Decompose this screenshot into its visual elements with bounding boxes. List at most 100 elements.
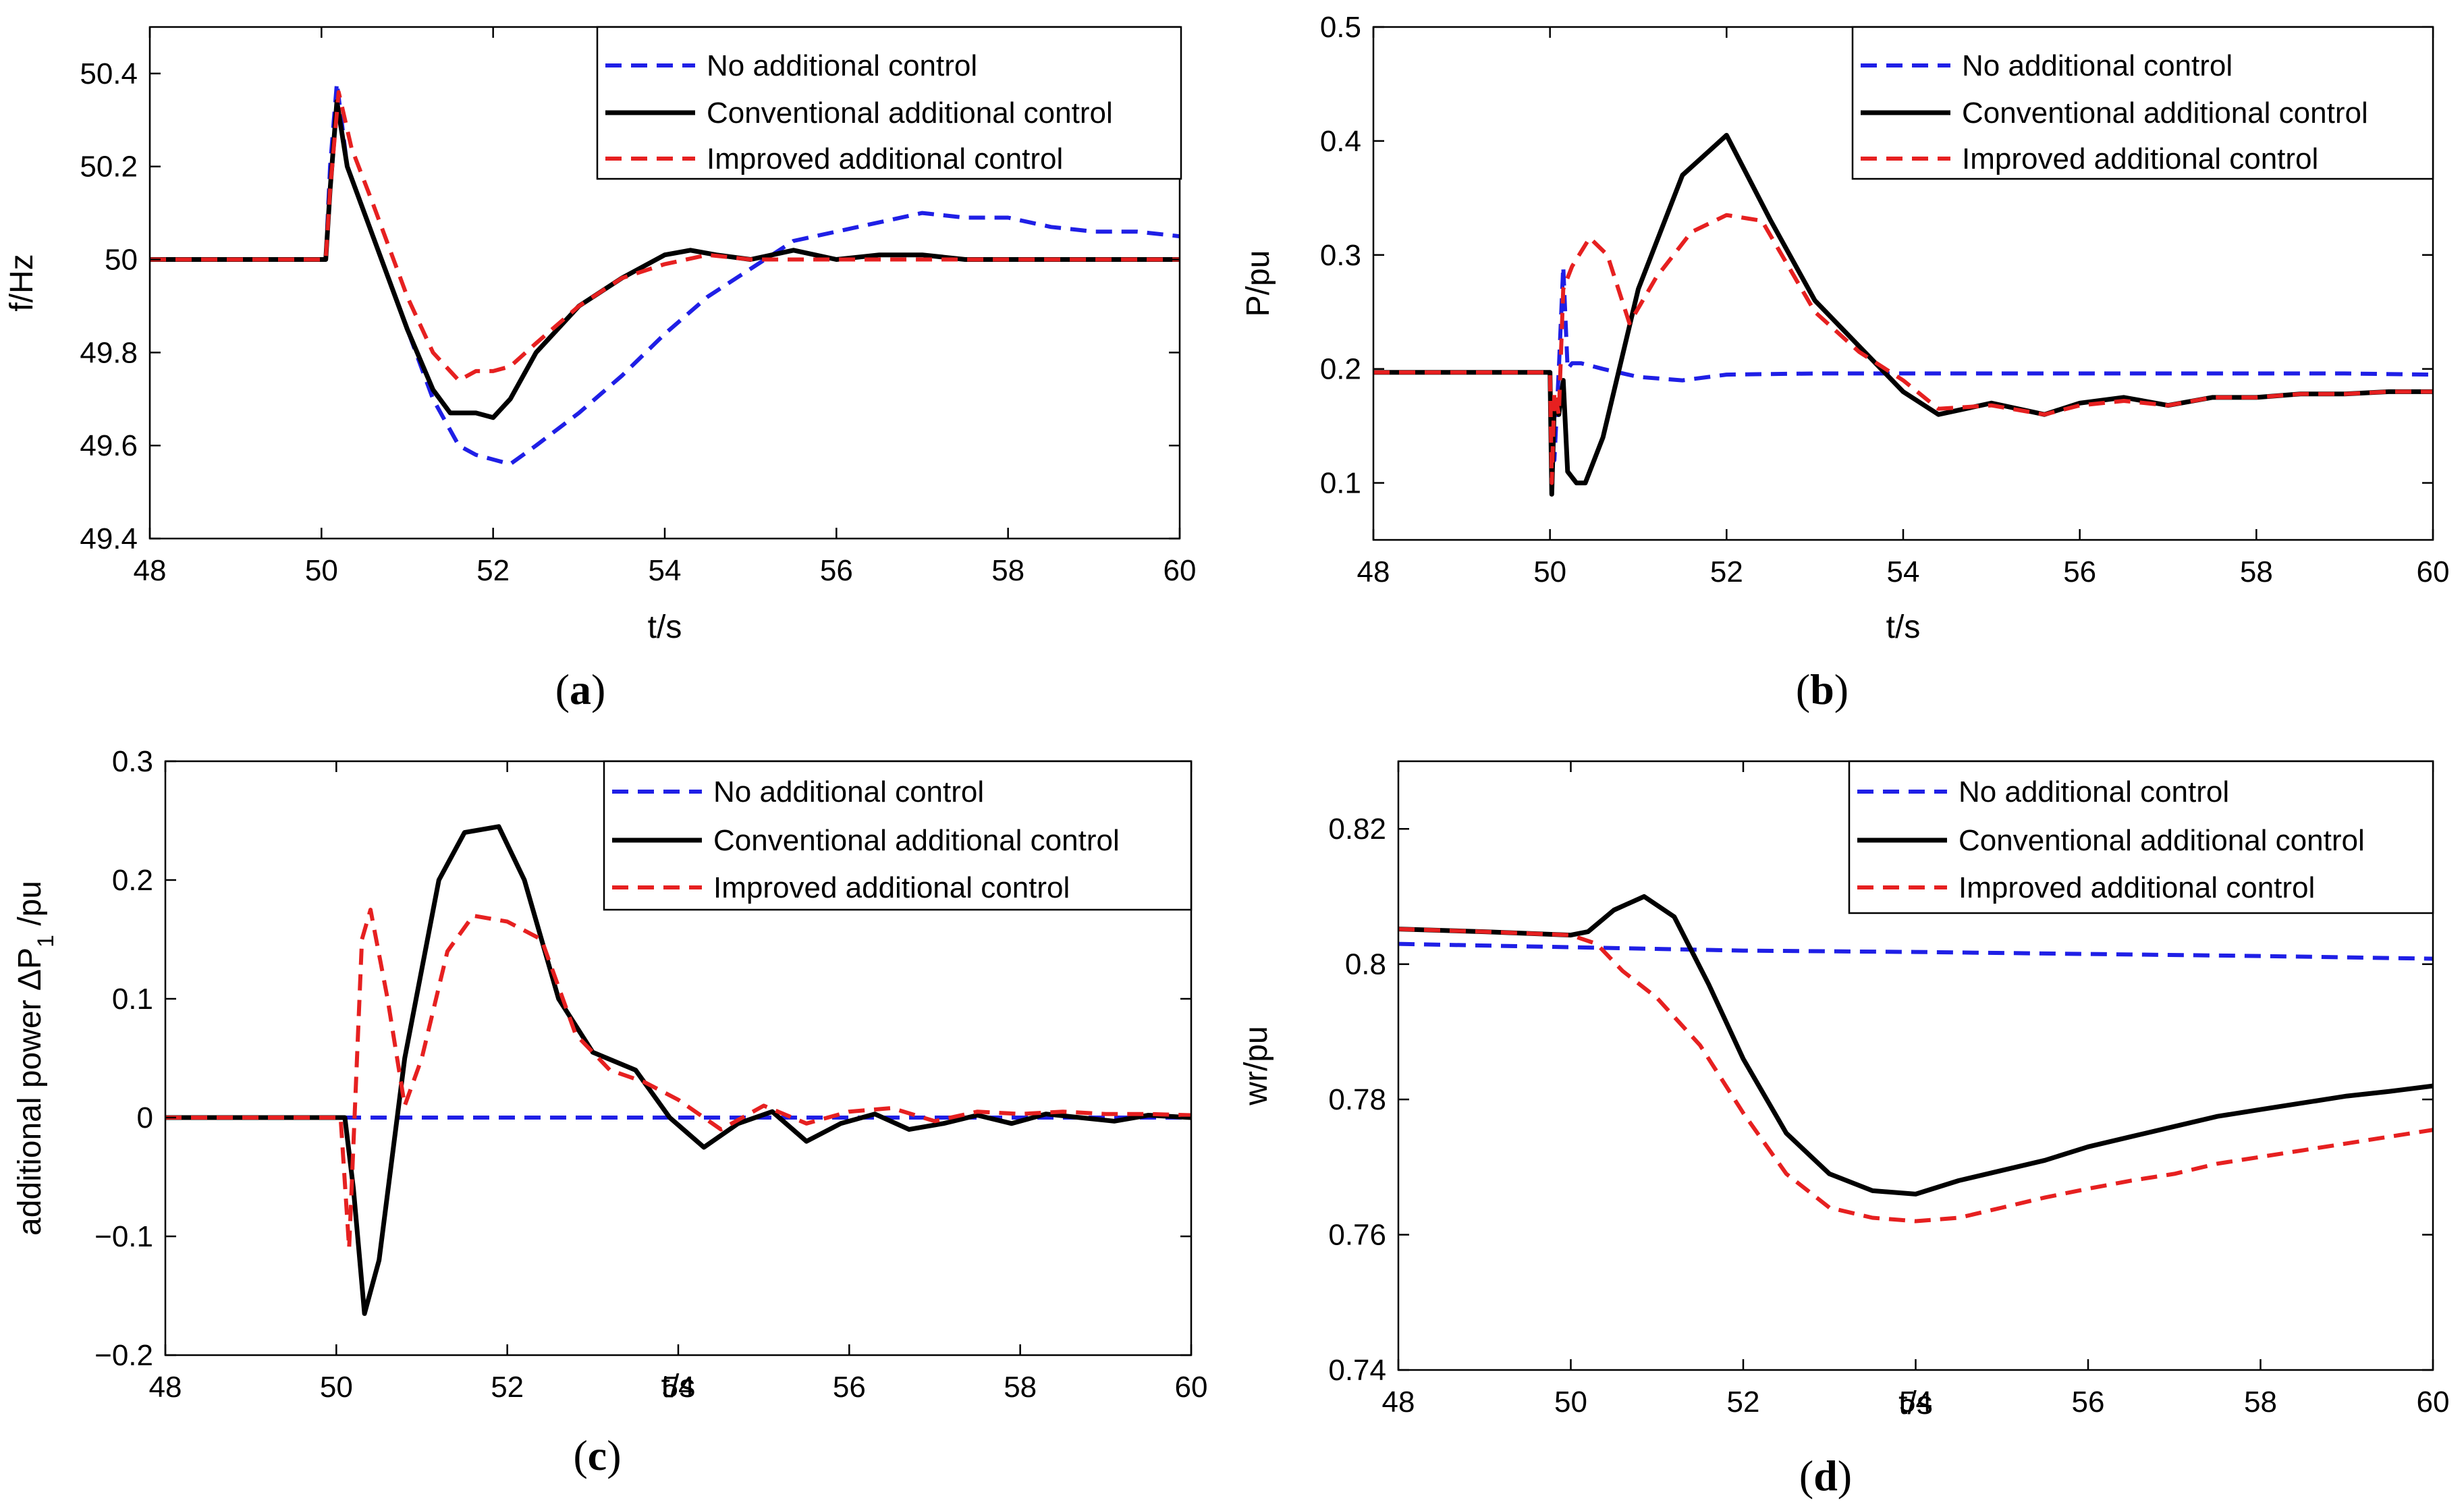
y-tick-label: −0.2 <box>94 1339 153 1372</box>
x-tick-label: 56 <box>2072 1385 2105 1419</box>
y-axis-label: f/Hz <box>4 254 40 311</box>
legend-box <box>596 26 1182 180</box>
legend-entry: No additional control <box>1962 49 2233 82</box>
legend: No additional control Conventional additi… <box>1851 26 2434 180</box>
x-tick-label: 54 <box>662 1371 695 1404</box>
x-tick-label: 50 <box>1533 555 1566 588</box>
x-tick-label: 50 <box>1554 1385 1587 1419</box>
x-axis-label: t/s <box>1898 1385 1933 1421</box>
legend-entry: No additional control <box>1959 775 2229 808</box>
series-line-no-additional-control <box>1398 941 2433 961</box>
x-tick-label: 48 <box>134 554 167 587</box>
chart-d-svg: 48 50 52 54 56 58 60 0.74 0.76 0.78 0.8 0.82 t/s wr/p… <box>1238 760 2450 1421</box>
x-tick-label: 54 <box>1887 555 1920 588</box>
legend-entry: No additional control <box>713 775 984 808</box>
y-tick-label: 50.2 <box>80 150 138 184</box>
x-tick-label: 52 <box>1727 1385 1760 1419</box>
panel-c: 48 50 52 54 56 58 60 −0.2 −0.1 0 0.1 0.2 0.3 t/s addit… <box>0 742 1232 1509</box>
y-axis-label: wr/pu <box>1238 1026 1274 1105</box>
y-tick-label: 49.8 <box>80 336 138 369</box>
legend-entry: Conventional additional control <box>1962 97 2368 130</box>
caption-b: (b) <box>1795 665 1849 713</box>
panel-a: 48 50 52 54 56 58 60 49.4 49.6 49.8 50 50.2 50.4 t/s f… <box>0 0 1232 742</box>
panel-b: 48 50 52 54 56 58 60 0.1 0.2 0.3 0.4 0.5 t/s P/pu No a… <box>1232 0 2464 742</box>
legend: No additional control Conventional additi… <box>603 760 1193 911</box>
y-tick-label: 0.8 <box>1345 948 1386 981</box>
legend-box <box>1851 26 2434 180</box>
y-tick-label: 0.3 <box>1320 239 1361 272</box>
series-line-improved-additional-control <box>1373 213 2433 485</box>
caption-d: (d) <box>1799 1452 1853 1500</box>
y-tick-label: 0.2 <box>1320 353 1361 386</box>
x-tick-label: 60 <box>2417 1385 2450 1419</box>
chart-b-svg: 48 50 52 54 56 58 60 0.1 0.2 0.3 0.4 0.5 t/s P/pu No a… <box>1240 11 2450 645</box>
y-axis-label: P/pu <box>1240 250 1276 317</box>
series-line-no-additional-control <box>150 80 1180 466</box>
series-line-improved-additional-control <box>150 90 1180 383</box>
x-axis-label: t/s <box>661 1369 696 1404</box>
x-tick-label: 48 <box>1382 1385 1415 1419</box>
x-tick-label: 56 <box>833 1371 866 1404</box>
series-group <box>165 824 1191 1316</box>
x-axis-label: t/s <box>1886 609 1921 645</box>
x-axis-label: t/s <box>648 609 682 645</box>
x-tick-label: 60 <box>1163 554 1197 587</box>
y-tick-label: 49.4 <box>80 522 138 555</box>
x-tick-label: 48 <box>1357 555 1390 588</box>
series-line-improved-additional-control <box>165 908 1191 1251</box>
legend: No additional control Conventional additi… <box>596 26 1182 180</box>
legend-entry: Improved additional control <box>1959 871 2315 904</box>
y-tick-label: 0.82 <box>1328 813 1386 846</box>
legend-entry: Improved additional control <box>713 871 1070 904</box>
y-axis-label: additional power ΔP1 /pu <box>12 881 59 1236</box>
panel-d: 48 50 52 54 56 58 60 0.74 0.76 0.78 0.8 0.82 t/s wr/p… <box>1232 742 2464 1509</box>
y-tick-label: 0.1 <box>112 983 153 1016</box>
y-tick-label: 0.4 <box>1320 125 1361 158</box>
y-tick-label: 50 <box>105 244 138 277</box>
y-tick-label: 0 <box>137 1101 153 1134</box>
y-tick-label: 50.4 <box>80 57 138 90</box>
y-tick-label: 0.76 <box>1328 1219 1386 1252</box>
y-tick-label: 0.78 <box>1328 1083 1386 1116</box>
x-tick-label: 58 <box>1004 1371 1037 1404</box>
x-tick-label: 54 <box>1899 1385 1932 1419</box>
x-tick-label: 60 <box>1175 1371 1208 1404</box>
x-tick-label: 58 <box>991 554 1024 587</box>
series-group <box>150 80 1180 466</box>
x-tick-label: 60 <box>2417 555 2450 588</box>
x-tick-label: 58 <box>2240 555 2273 588</box>
x-tick-label: 50 <box>305 554 338 587</box>
series-group <box>1373 132 2433 497</box>
x-tick-label: 56 <box>820 554 853 587</box>
legend-entry: Conventional additional control <box>707 97 1113 130</box>
x-tick-label: 58 <box>2244 1385 2277 1419</box>
legend-entry: Conventional additional control <box>713 824 1120 857</box>
y-tick-label: 0.3 <box>112 745 153 778</box>
series-line-conventional-additional-control <box>165 824 1191 1316</box>
legend-entry: No additional control <box>707 49 977 82</box>
x-tick-label: 56 <box>2063 555 2096 588</box>
y-tick-label: 0.2 <box>112 864 153 897</box>
y-tick-label: −0.1 <box>94 1220 153 1253</box>
chart-a-svg: 48 50 52 54 56 58 60 49.4 49.6 49.8 50 50.2 50.4 t/s f… <box>4 26 1197 645</box>
caption-a: (a) <box>555 665 606 713</box>
y-tick-label: 0.5 <box>1320 11 1361 44</box>
legend-box <box>603 760 1193 911</box>
legend-entry: Conventional additional control <box>1959 824 2365 857</box>
y-tick-label: 0.74 <box>1328 1354 1386 1387</box>
legend-entry: Improved additional control <box>707 142 1063 175</box>
series-line-improved-additional-control <box>1398 927 2433 1224</box>
x-tick-label: 54 <box>649 554 682 587</box>
y-tick-label: 49.6 <box>80 429 138 462</box>
x-tick-label: 50 <box>320 1371 353 1404</box>
chart-c-svg: 48 50 52 54 56 58 60 −0.2 −0.1 0 0.1 0.2 0.3 t/s addit… <box>12 745 1208 1404</box>
y-tick-label: 0.1 <box>1320 467 1361 500</box>
series-group <box>1398 894 2433 1224</box>
legend: No additional control Conventional additi… <box>1848 760 2434 914</box>
series-line-conventional-additional-control <box>1398 894 2433 1197</box>
x-tick-label: 48 <box>149 1371 182 1404</box>
x-tick-label: 52 <box>1710 555 1743 588</box>
x-tick-label: 52 <box>491 1371 524 1404</box>
x-tick-label: 52 <box>476 554 510 587</box>
caption-c: (c) <box>573 1431 622 1479</box>
